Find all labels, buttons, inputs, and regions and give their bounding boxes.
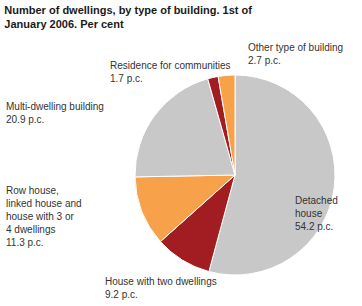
svg-text:Detachedhouse54.2 p.c.: Detachedhouse54.2 p.c. [295, 195, 338, 232]
svg-text:Other type of building2.7 p.c.: Other type of building2.7 p.c. [248, 42, 343, 66]
svg-text:Row house,linked house andhous: Row house,linked house andhouse with 3 o… [6, 185, 82, 248]
svg-text:Residence for communities1.7 p: Residence for communities1.7 p.c. [110, 60, 231, 84]
svg-text:Number of dwellings, by type o: Number of dwellings, by type of building… [4, 4, 252, 30]
svg-text:Multi-dwelling building20.9 p.: Multi-dwelling building20.9 p.c. [6, 101, 104, 125]
svg-text:House with two dwellings9.2 p.: House with two dwellings9.2 p.c. [105, 276, 217, 300]
